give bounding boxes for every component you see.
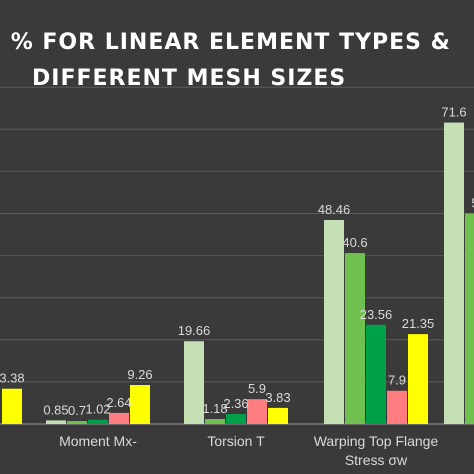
bar	[408, 334, 428, 424]
bar	[67, 421, 87, 424]
category-labels: Moment Mx- Torsion T Warping Top Flange Str…	[59, 433, 439, 468]
data-label: 1.02	[85, 402, 110, 417]
gridlines	[0, 86, 474, 425]
bar	[387, 390, 407, 424]
data-label: 0.85	[43, 402, 68, 417]
data-label: 2.64	[106, 395, 131, 410]
data-label: 0.7	[68, 403, 86, 418]
bar	[366, 324, 386, 424]
data-label: 19.66	[178, 323, 211, 338]
bar	[205, 419, 225, 424]
data-label: 40.6	[342, 235, 367, 250]
bar	[130, 385, 150, 424]
data-label: 48.46	[318, 202, 351, 217]
bar	[109, 412, 129, 424]
data-label: 5	[471, 196, 474, 211]
data-label: 7.9	[388, 373, 406, 388]
category-label: Torsion T	[207, 433, 265, 449]
bar	[46, 420, 66, 424]
bar	[247, 399, 267, 424]
bar	[88, 419, 108, 424]
category-label: Moment Mx-	[59, 433, 137, 449]
data-labels: 3.38 0.85 0.7 1.022.64 9.26 19.66 1.182.365.93…	[0, 105, 474, 418]
bar	[268, 407, 288, 424]
data-label: 5.9	[248, 381, 266, 396]
data-label: 71.6	[441, 105, 466, 120]
data-label: 3.83	[265, 390, 290, 405]
bar	[444, 122, 464, 425]
bar	[345, 253, 365, 424]
bar	[465, 213, 474, 424]
category-label: Warping Top Flange	[314, 433, 439, 449]
data-label: 21.35	[402, 316, 435, 331]
bar	[324, 219, 344, 424]
category-label: Stress σw	[345, 452, 408, 468]
data-label: 3.38	[0, 371, 25, 386]
bar	[2, 388, 22, 424]
chart-title-line-2: DIFFERENT MESH SIZES	[32, 66, 347, 91]
chart-title-line-1: E % FOR LINEAR ELEMENT TYPES &	[0, 30, 451, 55]
bars	[2, 122, 474, 425]
bar	[226, 414, 246, 424]
data-label: 9.26	[127, 367, 152, 382]
data-label: 23.56	[360, 307, 393, 322]
data-label: 1.18	[202, 401, 227, 416]
data-label: 2.36	[223, 396, 248, 411]
bar	[184, 341, 204, 424]
